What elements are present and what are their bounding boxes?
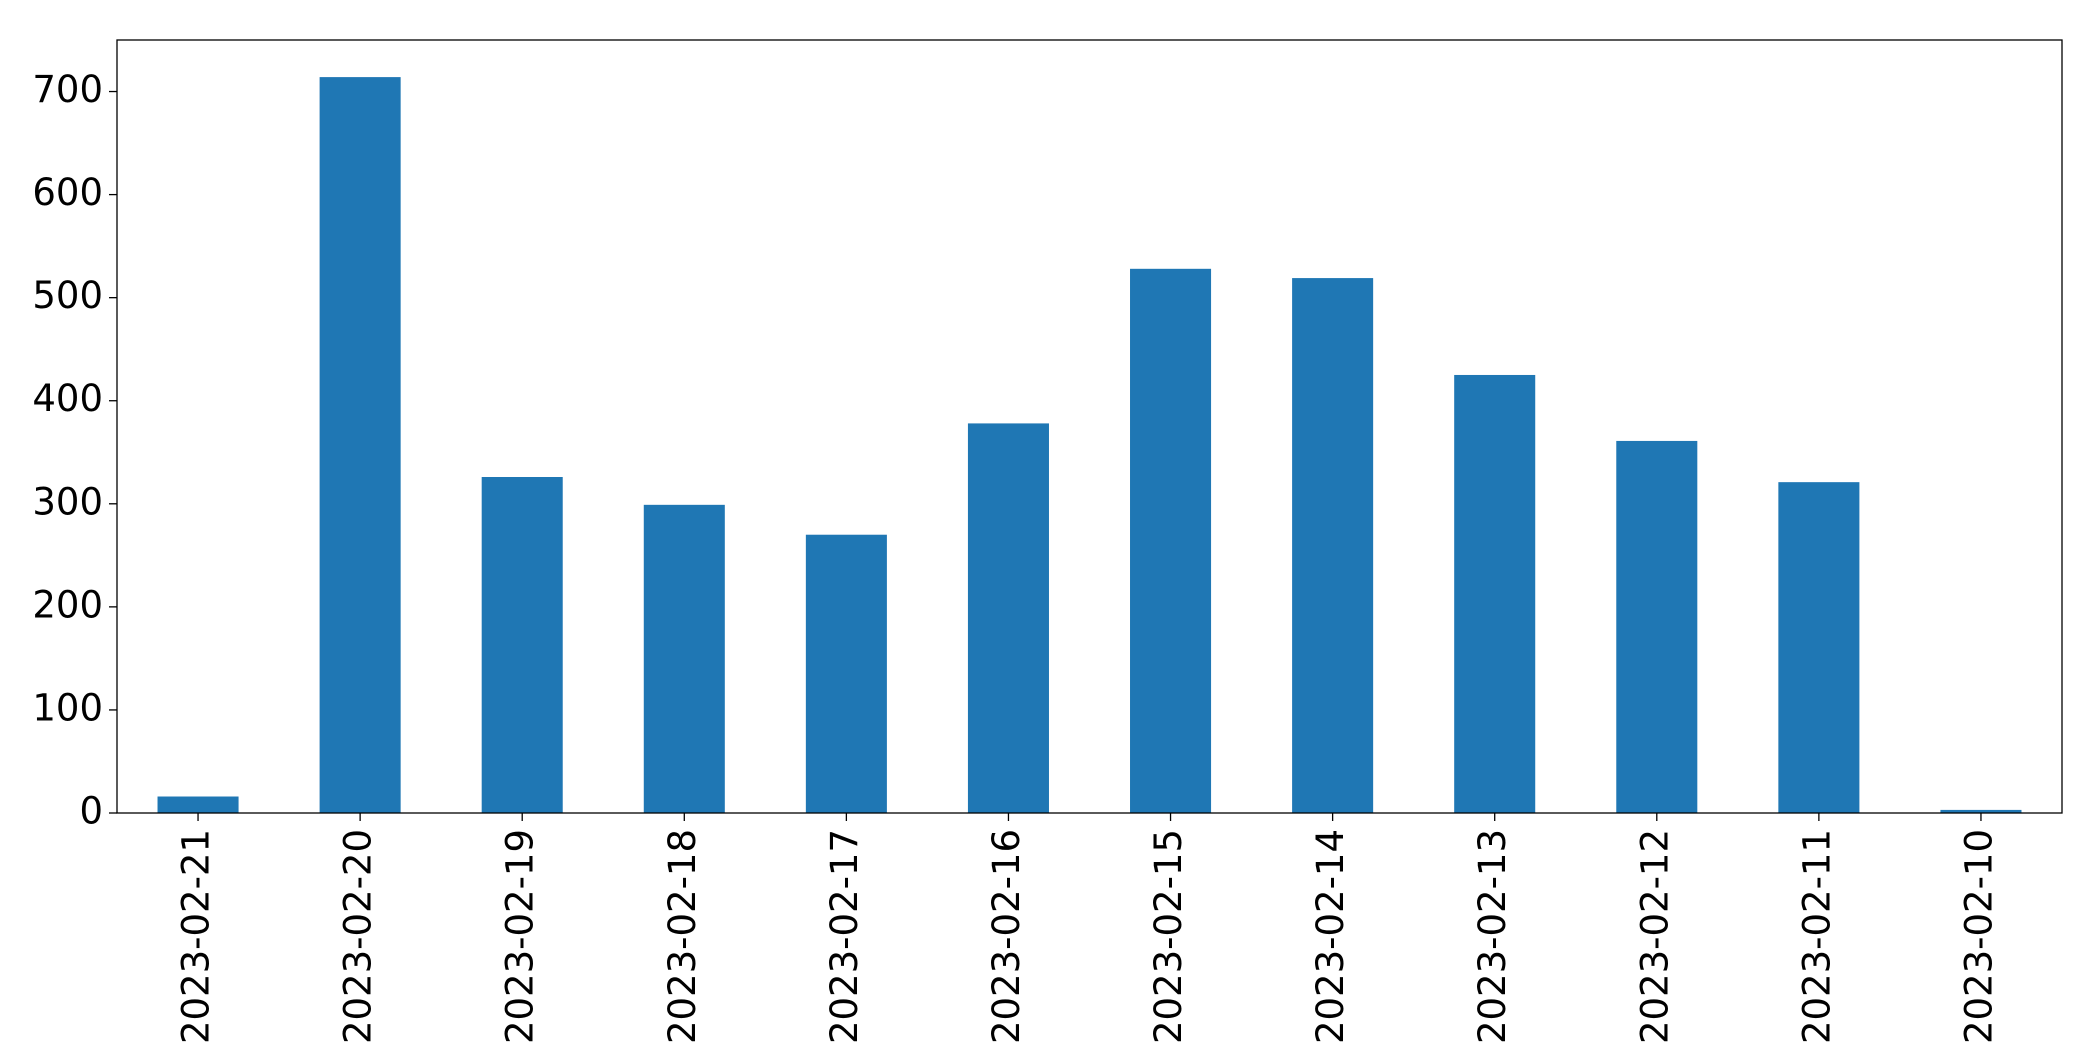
y-tick-label: 500 bbox=[32, 274, 103, 317]
bar bbox=[1778, 482, 1860, 813]
plot-frame bbox=[116, 39, 2063, 814]
bar bbox=[157, 796, 239, 813]
x-tick-label: 2023-02-17 bbox=[823, 829, 866, 1044]
bar bbox=[1454, 374, 1536, 813]
bar bbox=[1292, 278, 1374, 814]
x-tick-label: 2023-02-18 bbox=[661, 829, 704, 1044]
x-tick-label: 2023-02-12 bbox=[1633, 829, 1676, 1044]
x-tick-label: 2023-02-19 bbox=[499, 829, 542, 1044]
x-tick-label: 2023-02-11 bbox=[1795, 829, 1838, 1044]
y-tick-label: 600 bbox=[32, 171, 103, 214]
y-tick-label: 700 bbox=[32, 68, 103, 111]
bar bbox=[1616, 440, 1698, 813]
bar bbox=[643, 504, 725, 813]
x-tick-label: 2023-02-21 bbox=[175, 829, 218, 1044]
x-tick-label: 2023-02-13 bbox=[1471, 829, 1514, 1044]
y-tick-label: 200 bbox=[32, 583, 103, 626]
bar bbox=[967, 423, 1049, 813]
bar bbox=[319, 77, 401, 813]
bar bbox=[805, 534, 887, 813]
x-tick-label: 2023-02-10 bbox=[1957, 829, 2000, 1044]
bar bbox=[481, 477, 563, 813]
x-tick-label: 2023-02-20 bbox=[337, 829, 380, 1044]
bar bbox=[1940, 809, 2022, 813]
y-tick-label: 0 bbox=[79, 790, 103, 833]
x-tick-label: 2023-02-15 bbox=[1147, 829, 1190, 1044]
y-tick-label: 400 bbox=[32, 377, 103, 420]
y-tick-label: 100 bbox=[32, 686, 103, 729]
x-tick-label: 2023-02-14 bbox=[1309, 829, 1352, 1044]
x-tick-label: 2023-02-16 bbox=[985, 829, 1028, 1044]
bar bbox=[1130, 268, 1212, 814]
y-tick-label: 300 bbox=[32, 480, 103, 523]
